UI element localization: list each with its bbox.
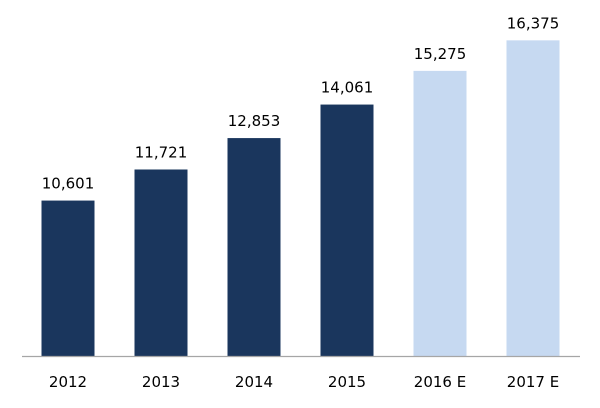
data-label: 10,601 <box>42 175 95 193</box>
bar-2012 <box>41 200 95 356</box>
bar-2015 <box>320 104 374 356</box>
data-label: 14,061 <box>321 79 374 97</box>
x-tick-label: 2015 <box>328 373 366 391</box>
data-label: 15,275 <box>414 45 467 63</box>
bar-2017-e <box>506 40 560 356</box>
data-label: 16,375 <box>507 14 560 32</box>
x-tick-label: 2016 E <box>414 373 466 391</box>
bar-2016-e <box>413 70 467 357</box>
data-label: 12,853 <box>228 112 281 130</box>
bar-2013 <box>134 169 188 356</box>
x-tick-label: 2013 <box>142 373 180 391</box>
x-tick-label: 2017 E <box>507 373 559 391</box>
x-tick-label: 2014 <box>235 373 273 391</box>
data-label: 11,721 <box>135 143 188 161</box>
x-tick-label: 2012 <box>49 373 87 391</box>
bar-2014 <box>227 138 281 356</box>
